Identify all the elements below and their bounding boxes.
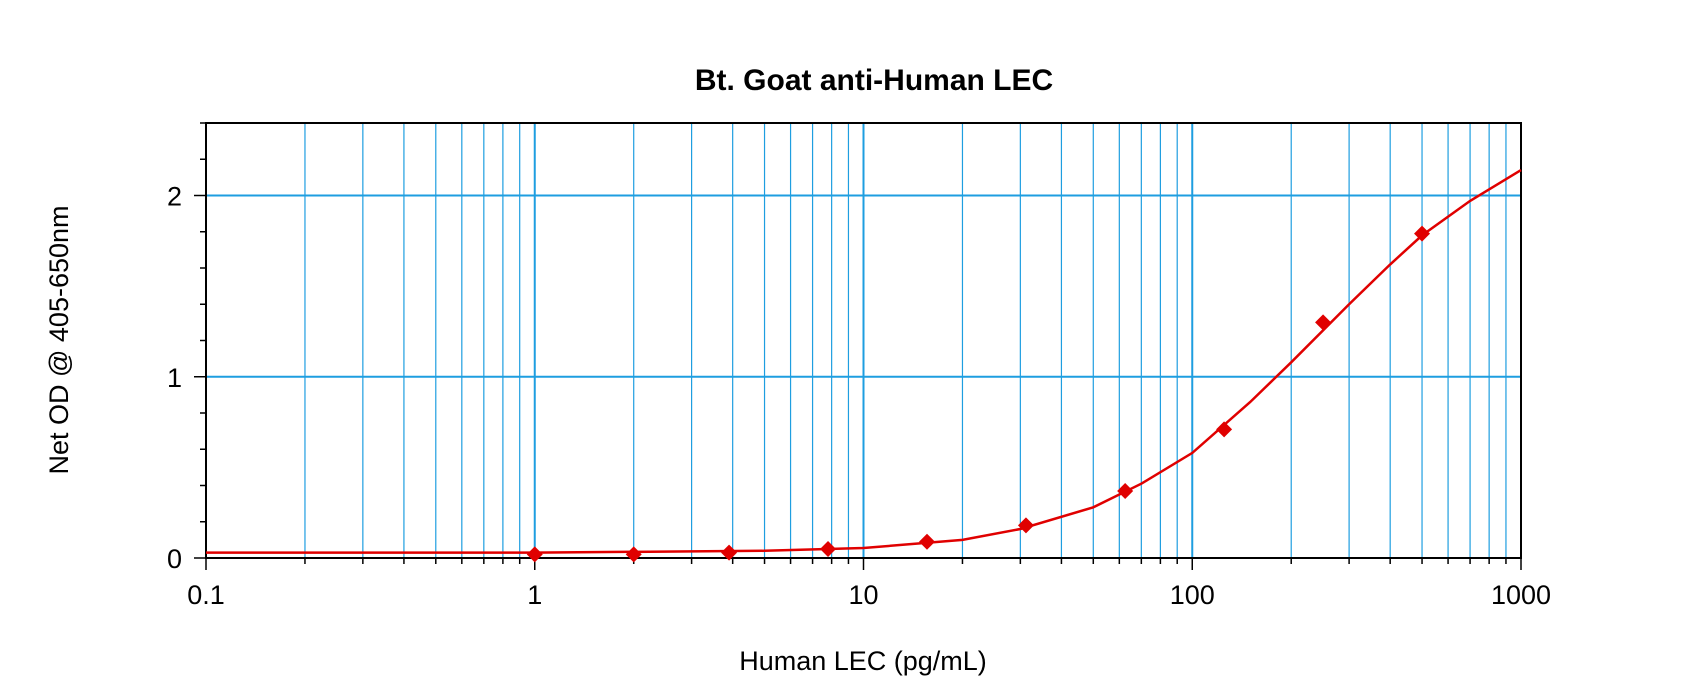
data-point [918, 533, 935, 550]
data-point [721, 544, 738, 561]
data-point [820, 540, 837, 557]
x-tick-labels: 0.1 1 10 100 1000 [187, 580, 1551, 610]
data-point [526, 546, 543, 563]
grid [206, 123, 1521, 558]
y-tick-label: 2 [167, 182, 182, 212]
x-tick-label: 100 [1170, 580, 1215, 610]
chart-title: Bt. Goat anti-Human LEC [695, 64, 1053, 97]
data-point [1315, 314, 1332, 331]
x-tick-label: 1000 [1491, 580, 1551, 610]
y-tick-label: 0 [167, 544, 182, 574]
data-point [1216, 421, 1233, 438]
plot-frame [205, 122, 1522, 559]
y-tick-labels: 0 1 2 [167, 182, 182, 575]
x-tick-label: 0.1 [187, 580, 225, 610]
x-axis-label: Human LEC (pg/mL) [739, 646, 987, 676]
fit-curve [206, 169, 1522, 554]
y-tick-label: 1 [167, 363, 182, 393]
data-point [1414, 225, 1431, 242]
ticks [194, 122, 1522, 570]
x-tick-label: 1 [527, 580, 542, 610]
data-point [625, 546, 642, 563]
y-axis-label: Net OD @ 405-650nm [44, 205, 74, 474]
data-points [526, 225, 1431, 563]
x-tick-label: 10 [848, 580, 878, 610]
data-point [1017, 517, 1034, 534]
data-point [1117, 482, 1134, 499]
